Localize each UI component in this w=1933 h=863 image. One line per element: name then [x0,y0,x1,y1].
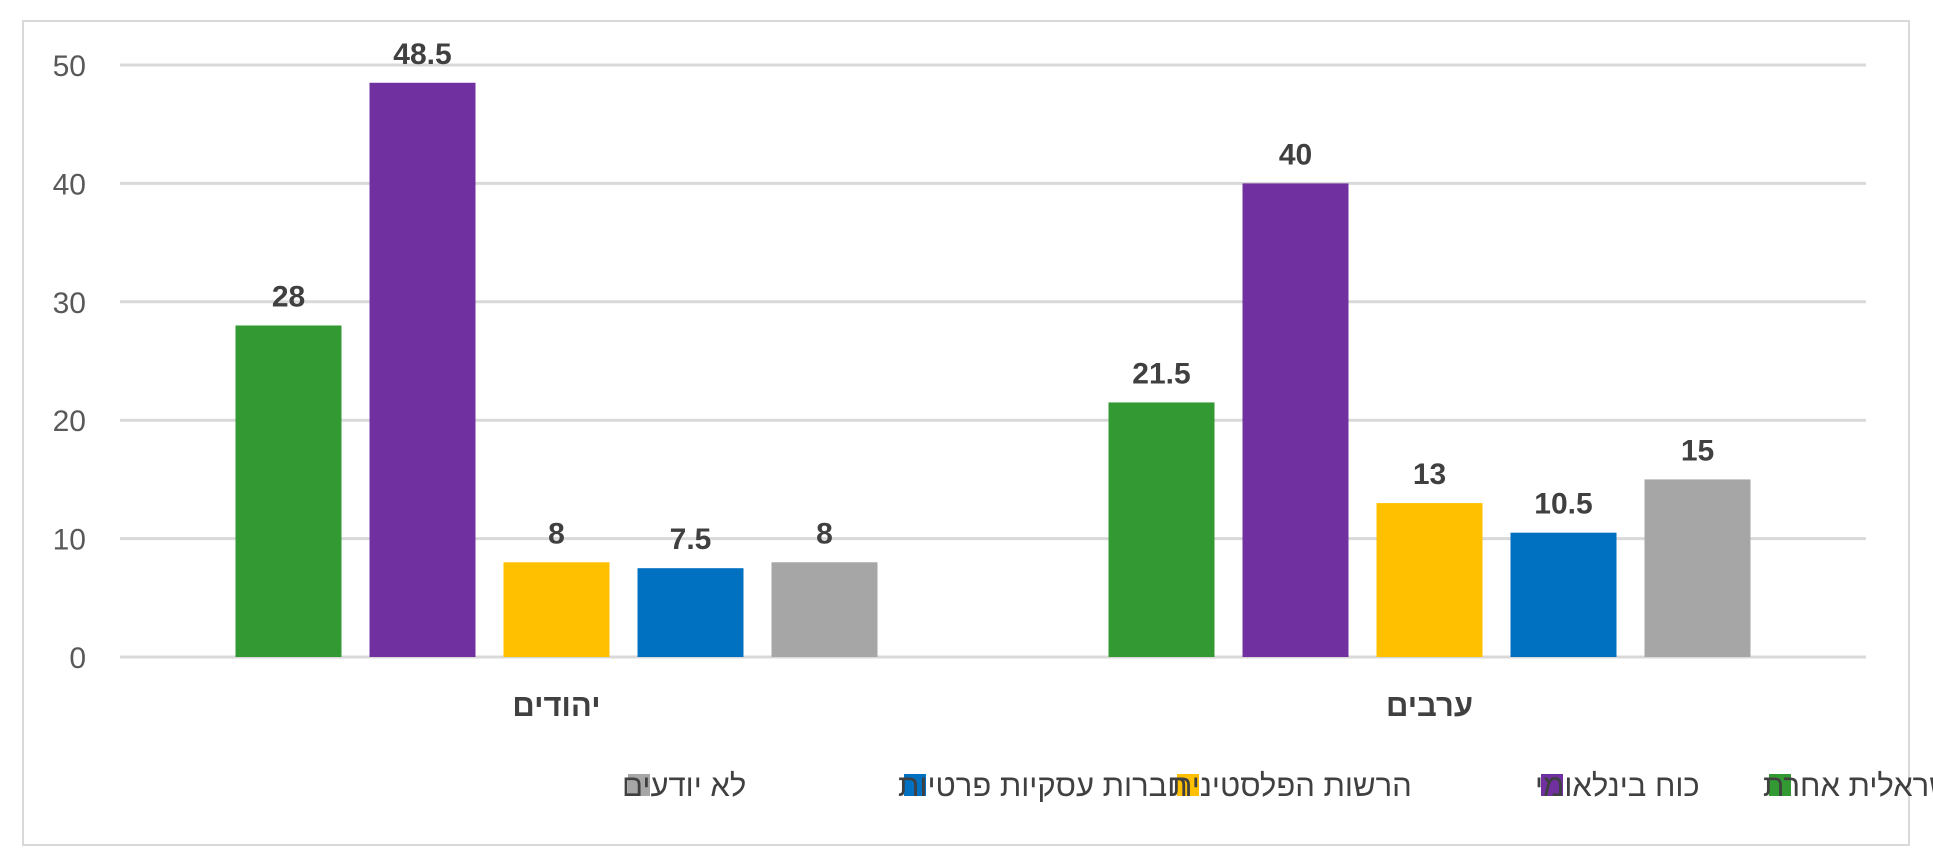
data-label: 28 [272,280,305,313]
category-label: יהודים [512,688,600,723]
bar [771,562,878,657]
data-label: 40 [1279,138,1312,171]
bar [1644,479,1751,657]
y-tick-label: 20 [53,405,86,438]
data-label: 15 [1681,434,1714,467]
bar [1510,532,1617,657]
data-label: 48.5 [393,38,451,71]
category-label: ערבים [1386,688,1473,723]
legend-swatch [1769,774,1791,796]
legend-label: חברות עסקיות פרטיות [898,768,1188,803]
bar [1242,183,1349,657]
y-tick-label: 0 [69,642,86,675]
bar [235,325,342,657]
legend-label: צה"ל או רשות ישראלית אחרת [1763,768,1933,803]
y-axis-ticks: 0 10 20 30 40 50 [53,50,86,675]
bar [369,82,476,657]
legend-swatch [1177,774,1199,796]
category-labels: יהודים ערבים [512,688,1473,723]
data-label: 10.5 [1534,488,1592,521]
bar [503,562,610,657]
legend: צה"ל או רשות ישראלית אחרת כוח בינלאומי הרש… [622,768,1933,803]
data-label: 7.5 [670,523,712,556]
bars [235,82,1751,657]
data-label: 13 [1413,458,1446,491]
legend-label: כוח בינלאומי [1535,768,1700,803]
data-label: 8 [816,517,833,550]
bar [1108,402,1215,657]
data-labels: 28 48.5 8 7.5 8 21.5 40 13 10.5 15 [272,38,1714,556]
y-tick-label: 50 [53,50,86,83]
legend-swatch [1541,774,1563,796]
legend-label: הרשות הפלסטינית [1171,768,1412,803]
y-tick-label: 40 [53,168,86,201]
legend-swatch [904,774,926,796]
legend-swatch [628,774,650,796]
y-tick-label: 10 [53,524,86,557]
data-label: 21.5 [1132,357,1190,390]
legend-label: לא יודעים [622,768,746,803]
y-tick-label: 30 [53,287,86,320]
bar [1376,503,1483,657]
bar [637,568,744,657]
data-label: 8 [548,517,565,550]
